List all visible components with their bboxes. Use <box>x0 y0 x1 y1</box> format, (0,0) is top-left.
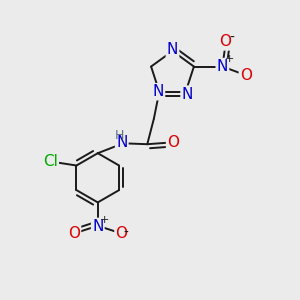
Text: N: N <box>92 219 103 234</box>
Text: N: N <box>217 59 228 74</box>
Text: N: N <box>116 135 128 150</box>
Text: -: - <box>124 225 129 239</box>
Text: N: N <box>167 42 178 57</box>
Text: O: O <box>116 226 128 241</box>
Text: H: H <box>115 129 124 142</box>
Text: N: N <box>182 87 193 102</box>
Text: +: + <box>100 215 109 225</box>
Text: O: O <box>167 135 179 150</box>
Text: N: N <box>153 84 164 99</box>
Text: Cl: Cl <box>43 154 58 169</box>
Text: O: O <box>219 34 231 50</box>
Text: +: + <box>225 54 235 64</box>
Text: O: O <box>68 226 80 241</box>
Text: O: O <box>240 68 252 83</box>
Text: -: - <box>229 30 234 44</box>
